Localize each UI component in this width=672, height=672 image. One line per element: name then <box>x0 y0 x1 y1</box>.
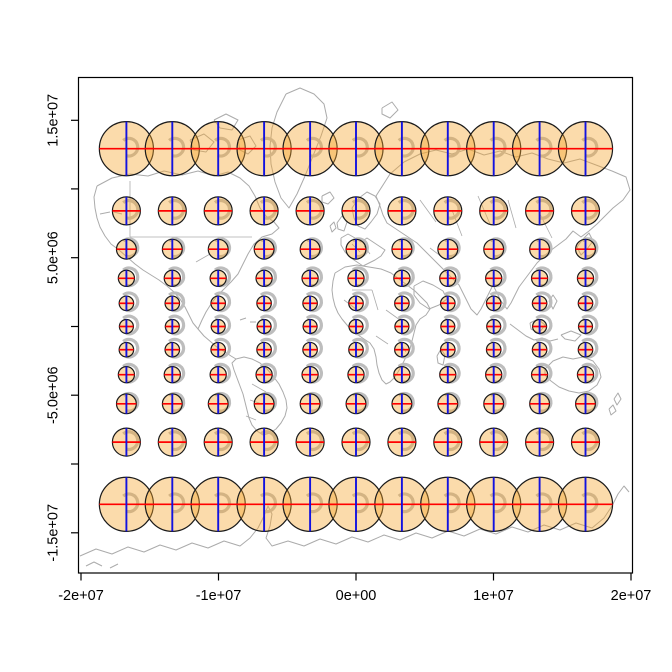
x-tick-label: 2e+07 <box>611 588 652 604</box>
coastline <box>109 563 119 569</box>
base-ring-icon <box>535 337 553 359</box>
coastline <box>85 561 103 567</box>
coastline <box>329 221 337 233</box>
y-tick-label: -5.0e+06 <box>46 366 62 424</box>
coastline <box>608 404 617 416</box>
base-ring-icon <box>397 314 415 336</box>
y-tick-label: -1.5e+07 <box>46 504 62 562</box>
base-ring-icon <box>305 337 323 359</box>
y-tick-label: 1.5e+07 <box>46 94 62 147</box>
coastline <box>336 215 348 232</box>
y-tick-label: 5.0e+06 <box>46 231 62 284</box>
base-ring-icon <box>168 337 186 359</box>
country-border <box>477 195 491 225</box>
base-ring-icon <box>122 314 140 336</box>
country-border <box>375 335 389 345</box>
coastline <box>321 191 335 205</box>
coastline <box>560 330 582 342</box>
coastline <box>413 280 448 310</box>
coastline <box>613 392 622 406</box>
base-ring-icon <box>581 291 599 313</box>
country-border <box>451 209 463 237</box>
base-ring-icon <box>168 291 186 313</box>
base-ring-icon <box>581 314 599 336</box>
country-border <box>195 253 211 263</box>
base-ring-icon <box>122 337 140 359</box>
base-ring-icon <box>397 291 415 313</box>
meridian-line-group <box>125 121 587 532</box>
coastline <box>113 211 123 215</box>
coastline <box>375 148 631 316</box>
coastline <box>509 323 559 342</box>
x-tick-label: 1e+07 <box>473 588 514 604</box>
country-border <box>385 309 401 321</box>
country-border <box>419 199 437 223</box>
base-ring-icon <box>581 337 599 359</box>
coastline <box>544 356 602 394</box>
country-border <box>245 415 257 421</box>
base-ring-icon <box>489 337 507 359</box>
coastline <box>381 101 399 119</box>
coastline <box>548 294 558 310</box>
coastline <box>99 211 111 215</box>
base-ring-icon <box>214 314 232 336</box>
base-ring-icon <box>443 291 461 313</box>
base-ring-icon <box>443 337 461 359</box>
coastline <box>331 264 431 385</box>
base-ring-icon <box>535 291 553 313</box>
x-axis: -2e+07 -1e+07 0e+00 1e+07 2e+07 <box>58 573 652 604</box>
base-ring-icon <box>259 291 277 313</box>
base-ring-icon <box>397 337 415 359</box>
base-ring-icon <box>259 337 277 359</box>
x-tick-label: 0e+00 <box>336 588 377 604</box>
base-ring-icon <box>351 291 369 313</box>
base-ring-icon <box>305 291 323 313</box>
base-ring-icon <box>489 314 507 336</box>
coastline <box>239 317 247 321</box>
y-axis: 1.5e+07 5.0e+06 -5.0e+06 -1.5e+07 <box>46 94 78 562</box>
indicatrix-layer <box>98 121 614 532</box>
base-ring-icon <box>535 314 553 336</box>
base-ring-icon <box>443 314 461 336</box>
base-ring-icon <box>305 314 323 336</box>
base-ring-icon <box>259 314 277 336</box>
base-ring-icon <box>214 291 232 313</box>
coastline <box>79 485 630 557</box>
base-ring-icon <box>214 337 232 359</box>
base-ring-icon <box>489 291 507 313</box>
base-ring-icon <box>351 314 369 336</box>
country-border <box>251 383 267 393</box>
x-tick-label: -1e+07 <box>196 588 242 604</box>
base-ring-icon <box>122 291 140 313</box>
base-ring-icon <box>168 314 186 336</box>
base-ring-icon <box>351 337 369 359</box>
x-tick-label: -2e+07 <box>58 588 104 604</box>
country-border <box>507 199 517 229</box>
plot-border <box>77 76 634 574</box>
country-border <box>371 289 379 311</box>
